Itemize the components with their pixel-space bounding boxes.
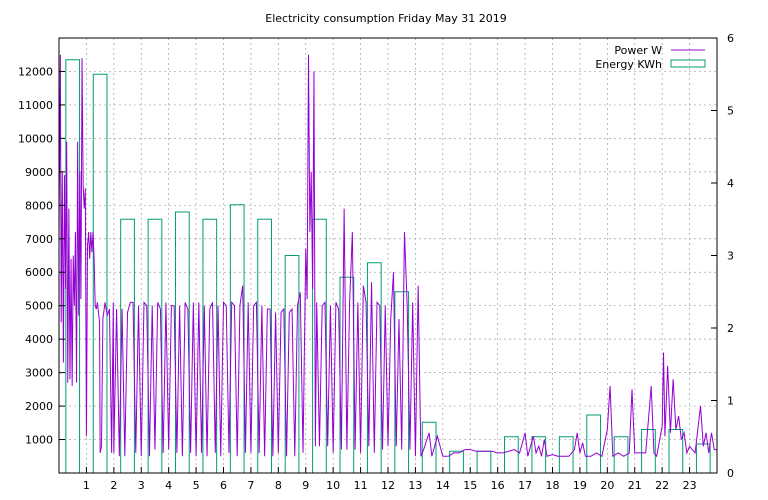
left-tick-label: 4000 (25, 333, 53, 346)
x-tick-label: 8 (275, 479, 282, 492)
energy-box (504, 436, 519, 474)
legend-energy-swatch (670, 59, 706, 68)
x-tick-label: 17 (518, 479, 532, 492)
x-tick-label: 10 (326, 479, 340, 492)
x-tick-label: 16 (491, 479, 505, 492)
x-tick-label: 22 (655, 479, 669, 492)
left-tick-label: 3000 (25, 367, 53, 380)
left-tick-label: 5000 (25, 300, 53, 313)
right-tick-label: 3 (727, 250, 734, 263)
left-tick-label: 7000 (25, 233, 53, 246)
legend: Power W Energy KWh (595, 44, 706, 71)
energy-box (586, 414, 601, 474)
x-tick-label: 7 (247, 479, 254, 492)
energy-box (476, 450, 492, 474)
right-tick-label: 0 (727, 467, 734, 480)
right-tick-label: 1 (727, 395, 734, 408)
power-line (58, 54, 717, 458)
x-tick-label: 13 (408, 479, 422, 492)
x-axis: 1 2 3 4 5 6 7 8 9 10 11 12 13 14 15 16 17 18 19 20 21 22 23 (83, 467, 697, 492)
power-series (58, 54, 717, 458)
left-tick-label: 6000 (25, 266, 53, 279)
x-tick-label: 23 (683, 479, 697, 492)
right-tick-label: 5 (727, 105, 734, 118)
x-tick-label: 1 (83, 479, 90, 492)
x-tick-label: 21 (628, 479, 642, 492)
left-tick-label: 12000 (18, 65, 53, 78)
x-tick-label: 14 (436, 479, 450, 492)
x-tick-label: 9 (302, 479, 309, 492)
left-tick-label: 10000 (18, 132, 53, 145)
right-tick-label: 2 (727, 322, 734, 335)
x-tick-label: 2 (110, 479, 117, 492)
x-tick-label: 20 (600, 479, 614, 492)
left-tick-label: 2000 (25, 400, 53, 413)
x-tick-label: 19 (573, 479, 587, 492)
x-tick-label: 4 (165, 479, 172, 492)
right-tick-label: 4 (727, 177, 734, 190)
x-tick-label: 12 (381, 479, 395, 492)
x-tick-label: 18 (546, 479, 560, 492)
x-tick-label: 5 (193, 479, 200, 492)
legend-energy-label: Energy KWh (595, 58, 662, 71)
right-tick-label: 6 (727, 32, 734, 45)
left-tick-label: 11000 (18, 99, 53, 112)
x-tick-label: 11 (354, 479, 368, 492)
x-tick-label: 6 (220, 479, 227, 492)
x-tick-label: 15 (463, 479, 477, 492)
chart-title: Electricity consumption Friday May 31 20… (265, 12, 506, 25)
left-tick-label: 8000 (25, 199, 53, 212)
right-axis: 0 1 2 3 4 5 6 (711, 32, 734, 480)
left-axis: 1000 2000 3000 4000 5000 6000 7000 8000 9000 1000… (18, 65, 65, 447)
left-tick-label: 1000 (25, 434, 53, 447)
grid (59, 38, 717, 473)
energy-box (558, 436, 574, 474)
left-tick-label: 9000 (25, 166, 53, 179)
legend-power-label: Power W (614, 44, 662, 57)
x-tick-label: 3 (138, 479, 145, 492)
